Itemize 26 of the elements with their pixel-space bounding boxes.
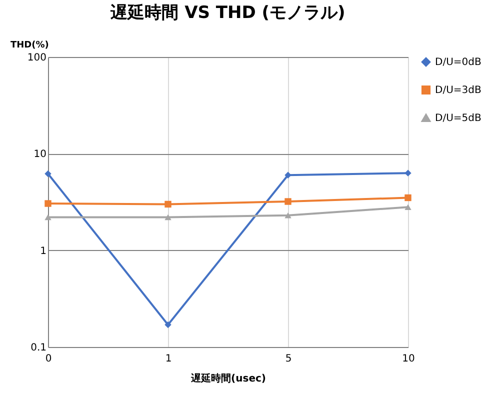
x-tick-label: 0 [45, 354, 52, 364]
point [44, 170, 52, 178]
legend-label: D/U=0dB [435, 57, 482, 68]
legend-label: D/U=3dB [435, 85, 482, 96]
point [284, 172, 292, 178]
point [404, 204, 412, 210]
point [404, 170, 412, 176]
legend-label: D/U=5dB [435, 113, 482, 124]
y-tick-label: 100 [27, 52, 46, 64]
point [404, 194, 412, 202]
point [44, 214, 52, 220]
point [164, 200, 172, 208]
x-tick-label: 1 [165, 354, 172, 364]
x-axis-title: 遅延時間(usec) [190, 372, 266, 384]
x-tick-label: 5 [285, 354, 292, 364]
y-tick-label: 10 [34, 149, 46, 160]
y-tick-label: 0.1 [30, 342, 46, 354]
y-axis-title: THD(%) [10, 40, 49, 50]
x-tick-label: 10 [402, 354, 415, 364]
point [284, 198, 292, 205]
point [284, 212, 292, 218]
point [164, 214, 172, 220]
chart-title: 遅延時間 VS THD (モノラル) [110, 3, 346, 23]
point [164, 321, 172, 328]
y-tick-label: 1 [40, 246, 46, 257]
point [44, 200, 52, 207]
